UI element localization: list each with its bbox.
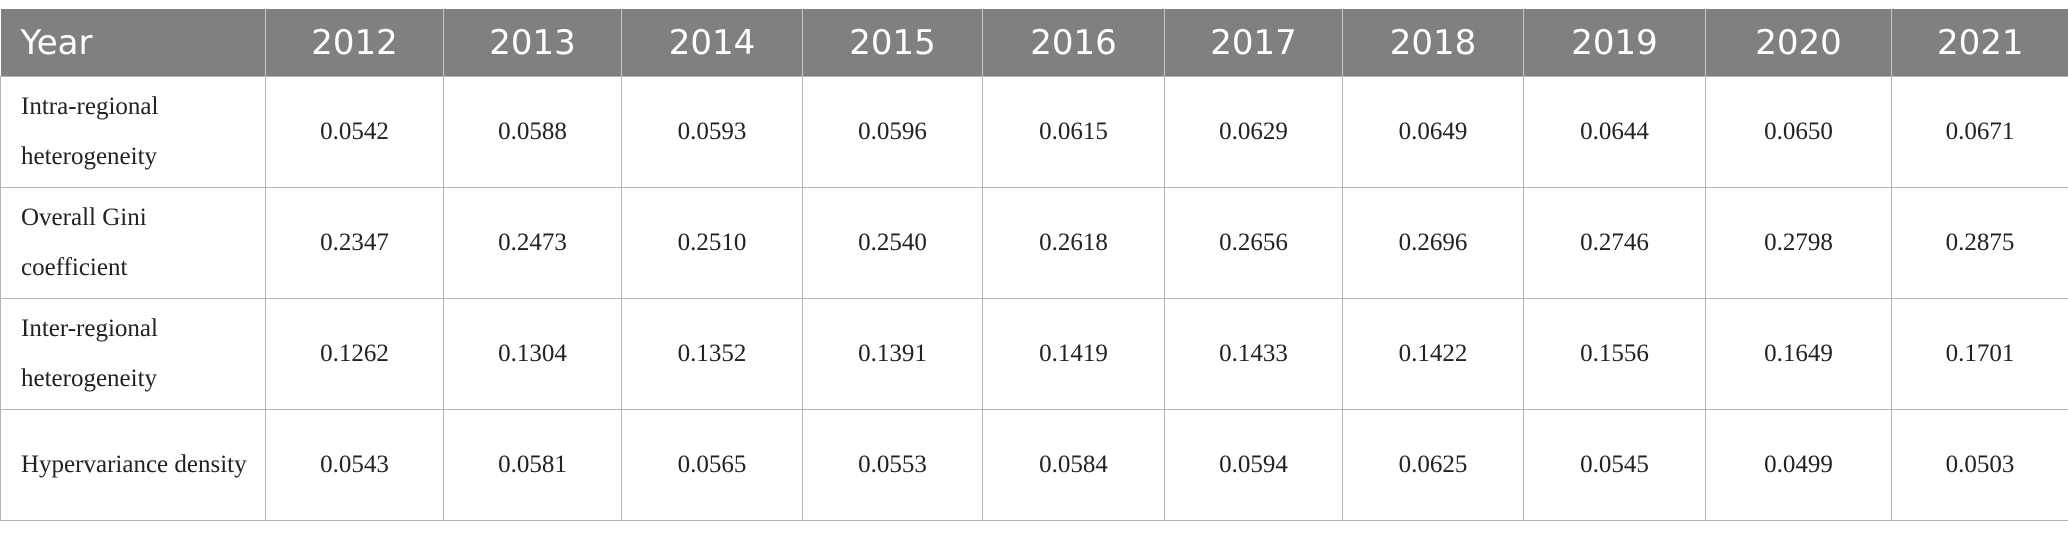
table-cell: 0.0596 bbox=[802, 76, 983, 188]
table-cell: 0.1419 bbox=[982, 298, 1165, 410]
table-row-inter-regional: Inter-regional heterogeneity 0.1262 0.13… bbox=[0, 298, 2068, 410]
table-cell: 0.0615 bbox=[982, 76, 1165, 188]
table-row-overall-gini: Overall Gini coefficient 0.2347 0.2473 0… bbox=[0, 187, 2068, 299]
table-cell: 0.2473 bbox=[443, 187, 622, 299]
table-cell: 0.2347 bbox=[265, 187, 444, 299]
row-label: Hypervariance density bbox=[0, 409, 266, 521]
table-cell: 0.1391 bbox=[802, 298, 983, 410]
table-cell: 0.2656 bbox=[1164, 187, 1343, 299]
table-cell: 0.0588 bbox=[443, 76, 622, 188]
header-cell-2018: 2018 bbox=[1342, 9, 1524, 77]
table-cell: 0.2798 bbox=[1705, 187, 1892, 299]
table-cell: 0.1701 bbox=[1891, 298, 2068, 410]
table-cell: 0.0594 bbox=[1164, 409, 1343, 521]
table-cell: 0.1262 bbox=[265, 298, 444, 410]
table-cell: 0.0650 bbox=[1705, 76, 1892, 188]
header-cell-2020: 2020 bbox=[1705, 9, 1892, 77]
table-cell: 0.0553 bbox=[802, 409, 983, 521]
table-cell: 0.0625 bbox=[1342, 409, 1524, 521]
table-cell: 0.1352 bbox=[621, 298, 803, 410]
table-cell: 0.0499 bbox=[1705, 409, 1892, 521]
table-cell: 0.0584 bbox=[982, 409, 1165, 521]
table-cell: 0.2540 bbox=[802, 187, 983, 299]
table-cell: 0.1433 bbox=[1164, 298, 1343, 410]
row-label: Intra-regional heterogeneity bbox=[0, 76, 266, 188]
table-cell: 0.0565 bbox=[621, 409, 803, 521]
table-cell: 0.0649 bbox=[1342, 76, 1524, 188]
row-label: Inter-regional heterogeneity bbox=[0, 298, 266, 410]
table-row-intra-regional: Intra-regional heterogeneity 0.0542 0.05… bbox=[0, 76, 2068, 188]
header-cell-year: Year bbox=[0, 9, 266, 77]
table-cell: 0.0542 bbox=[265, 76, 444, 188]
table-cell: 0.1649 bbox=[1705, 298, 1892, 410]
table-cell: 0.0581 bbox=[443, 409, 622, 521]
header-cell-2012: 2012 bbox=[265, 9, 444, 77]
table-row-hypervariance: Hypervariance density 0.0543 0.0581 0.05… bbox=[0, 409, 2068, 521]
header-cell-2019: 2019 bbox=[1523, 9, 1706, 77]
table-cell: 0.0644 bbox=[1523, 76, 1706, 188]
table-cell: 0.0543 bbox=[265, 409, 444, 521]
table-cell: 0.0671 bbox=[1891, 76, 2068, 188]
gini-decomposition-table: Year 2012 2013 2014 2015 2016 2017 2018 … bbox=[0, 9, 2068, 521]
table-cell: 0.0503 bbox=[1891, 409, 2068, 521]
data-table-container: Year 2012 2013 2014 2015 2016 2017 2018 … bbox=[0, 9, 2068, 521]
table-cell: 0.2875 bbox=[1891, 187, 2068, 299]
table-cell: 0.0593 bbox=[621, 76, 803, 188]
header-row: Year 2012 2013 2014 2015 2016 2017 2018 … bbox=[0, 9, 2068, 77]
table-cell: 0.1556 bbox=[1523, 298, 1706, 410]
table-cell: 0.2618 bbox=[982, 187, 1165, 299]
table-cell: 0.2696 bbox=[1342, 187, 1524, 299]
header-cell-2017: 2017 bbox=[1164, 9, 1343, 77]
row-label: Overall Gini coefficient bbox=[0, 187, 266, 299]
table-cell: 0.2746 bbox=[1523, 187, 1706, 299]
header-cell-2016: 2016 bbox=[982, 9, 1165, 77]
header-cell-2015: 2015 bbox=[802, 9, 983, 77]
table-cell: 0.2510 bbox=[621, 187, 803, 299]
table-cell: 0.0629 bbox=[1164, 76, 1343, 188]
header-cell-2014: 2014 bbox=[621, 9, 803, 77]
header-cell-2021: 2021 bbox=[1891, 9, 2068, 77]
table-cell: 0.1422 bbox=[1342, 298, 1524, 410]
header-cell-2013: 2013 bbox=[443, 9, 622, 77]
table-cell: 0.1304 bbox=[443, 298, 622, 410]
table-cell: 0.0545 bbox=[1523, 409, 1706, 521]
